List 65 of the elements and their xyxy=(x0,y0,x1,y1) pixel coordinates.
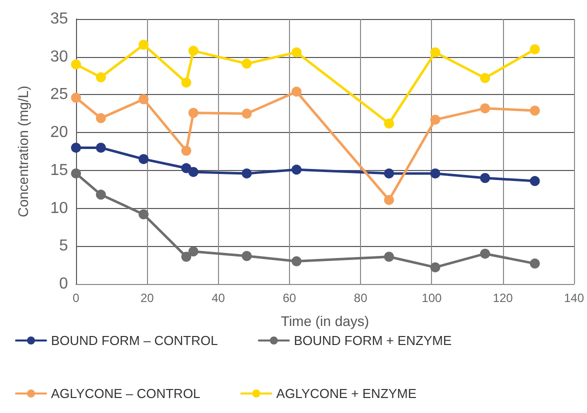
point xyxy=(292,164,302,175)
point xyxy=(96,190,106,200)
point xyxy=(292,256,302,266)
point xyxy=(480,103,490,114)
point xyxy=(71,142,81,153)
y-tick-label: 20 xyxy=(50,124,68,142)
point xyxy=(530,258,540,269)
point xyxy=(480,173,490,183)
point xyxy=(96,113,106,124)
point xyxy=(480,248,490,259)
legend-label: AGLYCONE – CONTROL xyxy=(51,386,200,401)
y-axis-title: Concentration (mg/L) xyxy=(15,86,31,218)
y-tick-label: 30 xyxy=(50,48,68,66)
point xyxy=(138,94,149,104)
x-tick-label: 120 xyxy=(492,291,514,305)
y-tick-label: 0 xyxy=(59,276,68,292)
point xyxy=(530,176,540,186)
point xyxy=(71,59,81,70)
point xyxy=(181,78,192,88)
point xyxy=(181,252,192,262)
legend-label: BOUND FORM + ENZYME xyxy=(294,333,452,348)
x-tick-label: 80 xyxy=(354,291,368,305)
point xyxy=(71,168,81,178)
point xyxy=(188,166,198,177)
point xyxy=(384,252,394,262)
y-tick-label: 5 xyxy=(59,238,68,255)
point xyxy=(242,58,252,69)
point xyxy=(384,168,394,178)
point xyxy=(181,146,192,156)
point xyxy=(480,73,490,84)
point xyxy=(242,168,252,178)
point xyxy=(384,118,394,128)
point xyxy=(242,250,252,261)
point xyxy=(430,262,440,272)
point xyxy=(188,108,198,118)
x-tick-label: 140 xyxy=(564,291,584,305)
x-tick-label: 40 xyxy=(212,291,226,305)
y-tick-label: 10 xyxy=(50,200,68,217)
x-tick-label: 0 xyxy=(72,291,80,305)
x-tick-label: 100 xyxy=(422,291,442,305)
x-tick-label: 20 xyxy=(140,291,154,305)
legend-label: BOUND FORM – CONTROL xyxy=(51,333,218,348)
point xyxy=(430,114,440,125)
point xyxy=(188,246,198,256)
point xyxy=(530,106,540,116)
y-tick-label: 15 xyxy=(50,162,68,179)
point xyxy=(292,47,302,58)
point xyxy=(384,194,394,205)
point xyxy=(430,47,440,58)
x-axis-title: Time (in days) xyxy=(280,313,370,329)
y-tick-label: 25 xyxy=(50,86,68,104)
point xyxy=(138,154,149,164)
point xyxy=(430,168,440,178)
point xyxy=(138,209,149,220)
point xyxy=(292,86,302,97)
point xyxy=(71,92,81,103)
legend-label: AGLYCONE + ENZYME xyxy=(276,386,417,401)
point xyxy=(96,142,106,153)
y-tick-label: 35 xyxy=(50,10,68,28)
point xyxy=(96,72,106,82)
point xyxy=(242,108,252,119)
point xyxy=(138,40,149,50)
x-tick-label: 60 xyxy=(282,291,296,305)
point xyxy=(188,46,198,56)
point xyxy=(530,44,540,54)
